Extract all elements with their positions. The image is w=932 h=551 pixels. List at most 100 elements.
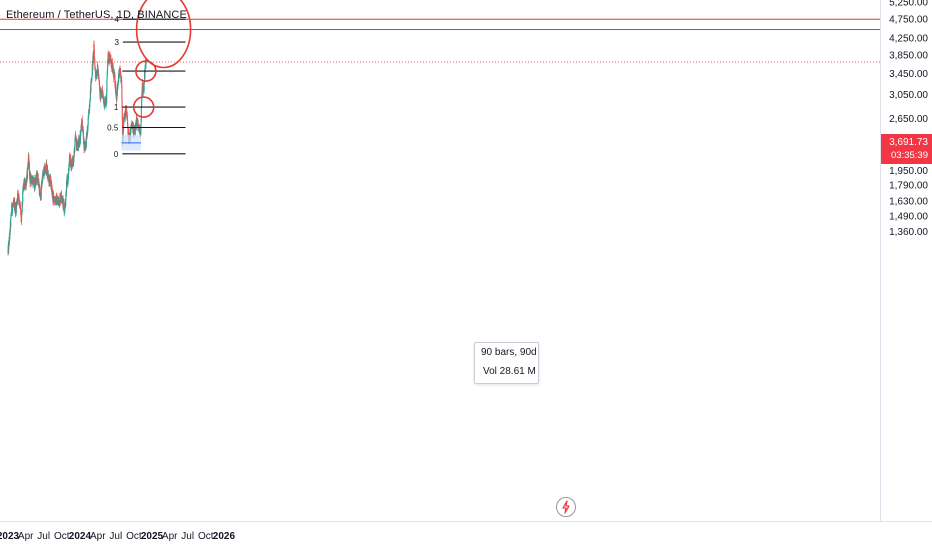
last-price-value: 3,691.73: [889, 137, 928, 148]
candle-body: [11, 212, 13, 215]
bar-countdown: 03:35:39: [891, 150, 928, 161]
candle-body: [67, 172, 69, 181]
candle-body: [91, 74, 93, 77]
candle-body: [106, 91, 108, 104]
fib-level-label: 1: [114, 103, 119, 112]
candle-body: [14, 201, 16, 211]
target-circle: [135, 0, 192, 69]
candle-body: [74, 145, 76, 153]
candle-body: [143, 81, 145, 92]
candle-body: [30, 179, 32, 184]
candle-body: [127, 124, 129, 127]
candle-body: [139, 125, 141, 135]
candle-body: [85, 135, 87, 146]
candle-body: [91, 76, 93, 79]
candle-body: [87, 117, 89, 126]
candle-body: [8, 243, 10, 253]
candle-body: [144, 72, 146, 78]
candle-body: [50, 176, 52, 185]
candle-body: [89, 99, 91, 103]
candle-body: [116, 86, 118, 96]
candle-body: [66, 177, 68, 186]
candle-body: [141, 94, 143, 102]
fib-level-label: 0.5: [107, 124, 119, 133]
retest-circle: [135, 60, 157, 82]
candle-body: [79, 134, 82, 140]
candle-body: [88, 112, 90, 114]
candle-body: [114, 75, 116, 86]
candle-body: [101, 89, 103, 94]
candle-body: [124, 115, 126, 119]
candle-body: [26, 169, 29, 178]
candle-body: [22, 190, 24, 202]
candle-body: [120, 71, 122, 76]
candles: [7, 40, 147, 256]
candle-body: [98, 74, 100, 78]
candle-body: [97, 64, 99, 68]
candle-body: [19, 202, 21, 206]
measure-bars-label: 90 bars, 90d: [481, 347, 537, 358]
candle-body: [73, 150, 75, 156]
candle-body: [60, 192, 62, 197]
candle-body: [81, 119, 83, 126]
candle-body: [145, 62, 147, 65]
candle-body: [15, 204, 17, 213]
candle-body: [65, 181, 68, 193]
fib-level-label: 0: [114, 150, 119, 159]
candle-body: [65, 199, 67, 206]
candle-body: [17, 190, 19, 195]
time-axis[interactable]: [0, 521, 932, 551]
candle-body: [31, 177, 33, 184]
candle-body: [28, 164, 31, 177]
candle-body: [90, 79, 92, 84]
candle-body: [36, 179, 38, 182]
candle-body: [29, 174, 31, 180]
candle-body: [18, 196, 20, 202]
candle-body: [82, 130, 84, 142]
candle-body: [106, 79, 108, 92]
candle-body: [94, 70, 97, 78]
candle-body: [89, 90, 91, 100]
candle-body: [109, 54, 111, 62]
candle-body: [21, 213, 23, 221]
candle-body: [8, 237, 10, 246]
candle-body: [58, 200, 60, 202]
candle-body: [140, 129, 142, 136]
candle-body: [94, 62, 96, 70]
candle-body: [116, 97, 118, 102]
breakout-circle: [132, 96, 155, 118]
price-axis[interactable]: [880, 0, 932, 550]
candle-body: [31, 181, 33, 184]
lightning-replay-icon[interactable]: [556, 497, 576, 517]
chart-title: Ethereum / TetherUS, 1D, BINANCE: [6, 9, 187, 21]
candle-body: [111, 62, 113, 66]
candle-body: [144, 67, 146, 73]
candle-body: [30, 174, 32, 181]
candle-body: [121, 84, 123, 100]
candle-body: [39, 187, 41, 190]
candle-body: [107, 60, 109, 68]
candle-body: [56, 202, 58, 206]
candle-body: [91, 64, 93, 75]
candle-body: [140, 118, 142, 124]
candle-body: [107, 53, 110, 61]
fib-level-label: 3: [114, 38, 119, 47]
candle-body: [92, 56, 94, 67]
candle-body: [121, 99, 123, 108]
candle-body: [59, 195, 61, 202]
measure-volume-label: Vol 28.61 M: [483, 366, 536, 377]
fib-level-label: 4: [114, 15, 119, 24]
candle-body: [59, 196, 61, 204]
candle-body: [121, 107, 123, 120]
candle-body: [127, 128, 129, 134]
candle-body: [65, 192, 67, 196]
candle-body: [75, 137, 77, 141]
candle-body: [26, 174, 28, 183]
candle-body: [76, 140, 78, 151]
candle-body: [39, 189, 41, 197]
candle-body: [77, 146, 79, 150]
candle-body: [9, 231, 11, 240]
candle-body: [134, 129, 137, 131]
candle-body: [11, 203, 13, 211]
